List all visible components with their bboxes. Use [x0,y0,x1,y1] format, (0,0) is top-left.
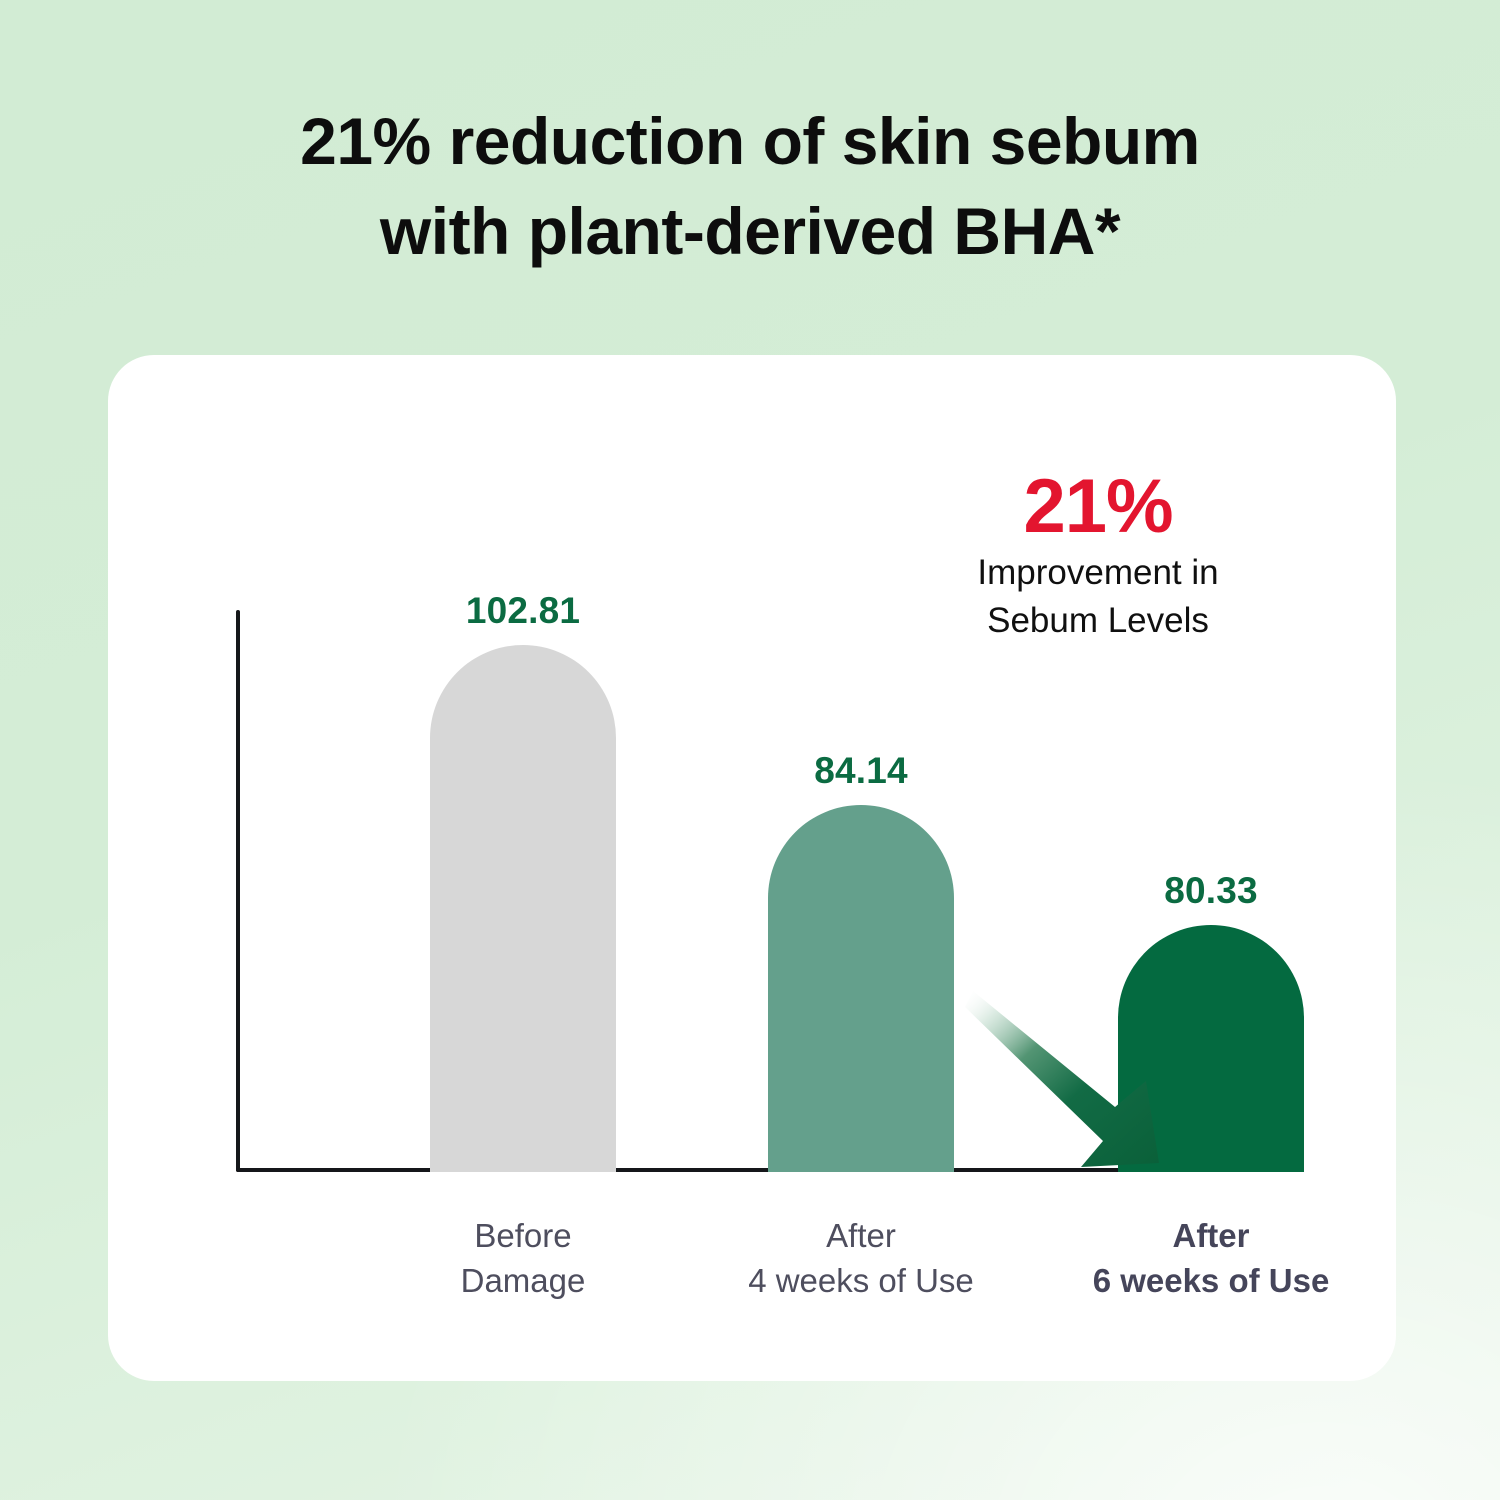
bar-chart-plot-area: 102.81 84.14 80.33 Before Damage After 4… [108,355,1396,1381]
page-title: 21% reduction of skin sebum with plant-d… [0,96,1500,276]
bar-value-label: 84.14 [814,750,908,791]
x-axis-label-before-damage: Before Damage [373,1213,673,1303]
callout-subtitle-line: Improvement in [977,553,1219,592]
chart-card: 102.81 84.14 80.33 Before Damage After 4… [108,355,1396,1381]
x-axis-label-line: Damage [460,1262,586,1299]
bar-shape [430,645,616,1172]
x-axis-label-line: After [826,1217,896,1254]
x-axis-label-line: 6 weeks of Use [1092,1262,1330,1299]
title-line-1: 21% reduction of skin sebum [300,104,1200,178]
x-axis-label-line: 4 weeks of Use [748,1262,974,1299]
x-axis-label-after-6-weeks: After 6 weeks of Use [1061,1213,1361,1303]
x-axis-label-line: After [1172,1217,1250,1254]
down-right-arrow-icon [963,985,1193,1180]
y-axis-line [236,610,240,1172]
bar-value-label: 80.33 [1164,870,1258,911]
title-line-2: with plant-derived BHA* [379,194,1121,268]
bar-value-label: 102.81 [465,590,581,631]
x-axis-line [236,1168,1271,1172]
x-axis-label-after-4-weeks: After 4 weeks of Use [711,1213,1011,1303]
callout-percent-value: 21% [1023,464,1173,549]
x-axis-label-line: Before [474,1217,572,1254]
improvement-callout: 21% Improvement in Sebum Levels [888,465,1308,645]
callout-subtitle-line: Sebum Levels [987,601,1209,640]
bar-shape [768,805,954,1172]
